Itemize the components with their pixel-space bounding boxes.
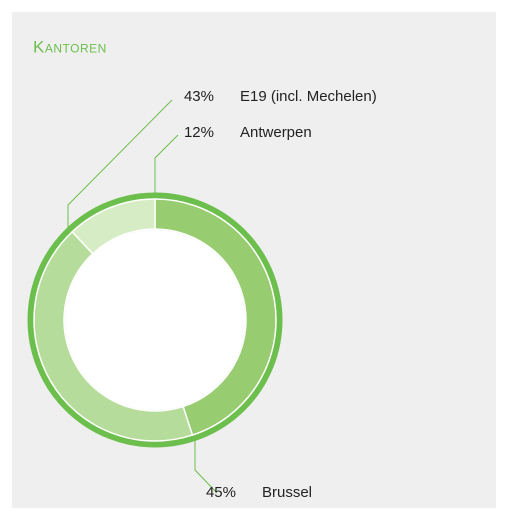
slice [71, 198, 156, 255]
category-label: Brussel [262, 484, 312, 501]
value-label: 45% [206, 484, 236, 501]
slice [154, 198, 277, 437]
chart-title: Kantoren [33, 37, 107, 56]
slice [33, 230, 194, 442]
category-label: Antwerpen [240, 124, 312, 141]
hole [65, 230, 245, 410]
leader-line [194, 437, 218, 494]
leader-line [67, 99, 173, 235]
value-label: 12% [184, 124, 214, 141]
category-label: E19 (incl. Mechelen) [240, 88, 377, 105]
leader-line [154, 134, 179, 198]
value-label: 43% [184, 88, 214, 105]
